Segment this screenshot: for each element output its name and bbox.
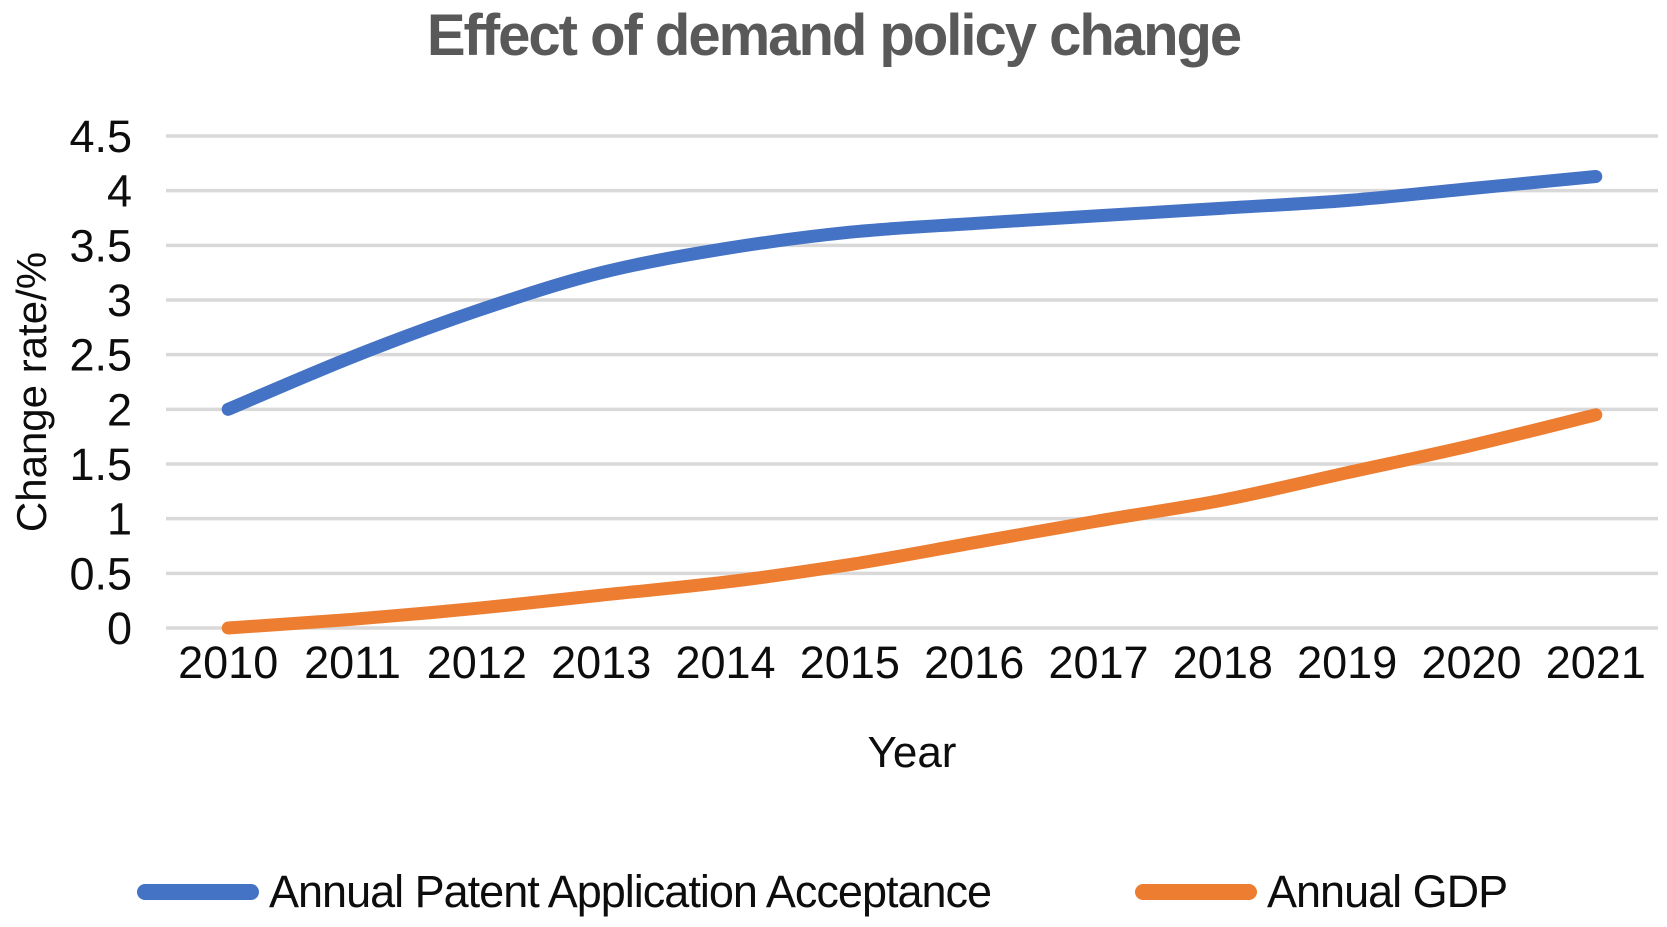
y-tick-label: 1 (107, 494, 132, 545)
y-tick-label: 3.5 (69, 220, 132, 271)
x-tick-label: 2015 (800, 637, 900, 688)
x-tick-label: 2018 (1173, 637, 1273, 688)
x-tick-label: 2011 (304, 637, 401, 688)
y-tick-label: 2.5 (69, 330, 132, 381)
x-tick-label: 2016 (924, 637, 1024, 688)
y-tick-label: 4 (107, 166, 132, 217)
y-tick-label: 2 (107, 384, 132, 435)
x-tick-label: 2014 (675, 637, 775, 688)
x-axis-title: Year (867, 728, 957, 777)
x-tick-label: 2017 (1048, 637, 1148, 688)
x-tick-label: 2012 (427, 637, 527, 688)
legend-label-gdp: Annual GDP (1267, 866, 1508, 917)
chart-title: Effect of demand policy change (426, 3, 1242, 68)
y-tick-label: 4.5 (69, 111, 132, 162)
legend-item-patent-series: Annual Patent Application Acceptance (137, 864, 992, 920)
x-tick-label: 2019 (1297, 637, 1397, 688)
legend-item-gdp-series: Annual GDP (1135, 864, 1508, 920)
y-tick-label: 0 (107, 603, 132, 654)
y-tick-label: 1.5 (69, 439, 132, 490)
x-tick-label: 2020 (1421, 637, 1521, 688)
series-line-patent (221, 170, 1603, 416)
x-tick-label: 2013 (551, 637, 651, 688)
y-tick-label: 3 (107, 275, 132, 326)
legend-label-patent: Annual Patent Application Acceptance (269, 866, 992, 917)
y-tick-label: 0.5 (69, 548, 132, 599)
series-line-gdp (221, 408, 1603, 635)
legend-swatch-gdp-icon (1135, 884, 1257, 900)
x-tick-label: 2010 (178, 637, 278, 688)
x-tick-label: 2021 (1546, 637, 1646, 688)
legend-swatch-patent-icon (137, 884, 259, 900)
